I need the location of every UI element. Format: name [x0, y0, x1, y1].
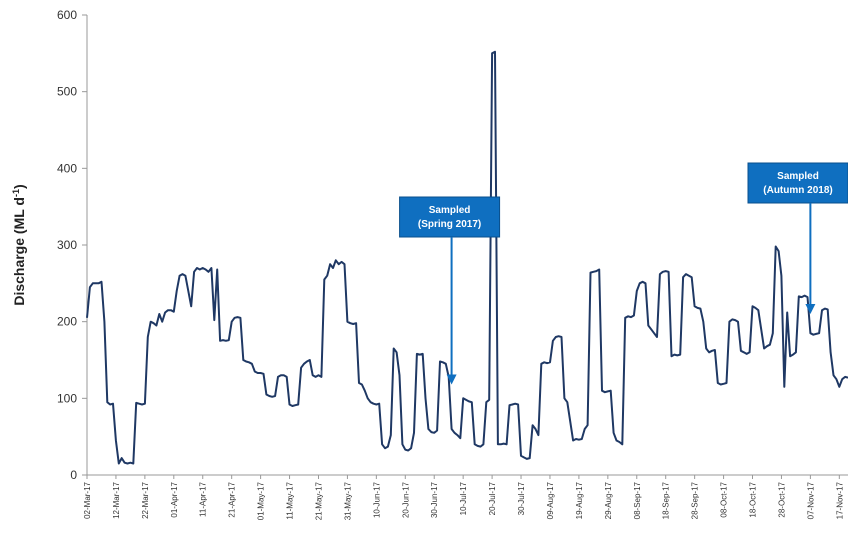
x-tick-label: 22-Mar-17: [141, 481, 150, 518]
y-tick-label: 500: [57, 85, 77, 99]
x-tick-label: 08-Oct-17: [720, 481, 729, 517]
y-tick-label: 0: [70, 468, 77, 482]
x-tick-label: 21-Apr-17: [228, 481, 237, 517]
x-tick-label: 29-Aug-17: [604, 481, 613, 519]
x-tick-label: 07-Nov-17: [806, 481, 815, 519]
x-tick-label: 01-Apr-17: [170, 481, 179, 517]
annotation-label-line2: (Spring 2017): [418, 219, 481, 230]
annotation-label-line1: Sampled: [429, 205, 471, 216]
x-tick-label: 28-Sep-17: [691, 481, 700, 519]
annotation-label-line2: (Autumn 2018): [763, 185, 832, 196]
discharge-series-line: [86, 50, 848, 465]
y-tick-label: 600: [57, 8, 77, 22]
x-tick-label: 18-Sep-17: [662, 481, 671, 519]
y-tick-label: 100: [57, 391, 77, 405]
annotation-box: [399, 196, 501, 238]
x-tick-label: 09-Aug-17: [546, 481, 555, 519]
x-tick-label: 19-Aug-17: [575, 481, 584, 519]
x-tick-label: 12-Mar-17: [112, 481, 121, 518]
x-tick-label: 18-Oct-17: [749, 481, 758, 517]
x-tick-label: 11-May-17: [286, 481, 295, 519]
y-axis-label-end: ): [11, 184, 27, 189]
annotation-arrow-head: [805, 304, 816, 314]
x-tick-label: 11-Apr-17: [199, 481, 208, 517]
x-tick-label: 28-Oct-17: [777, 481, 786, 517]
x-axis: 02-Mar-17 12-Mar-17 22-Mar-17 01-Apr-17 11-A…: [83, 474, 848, 520]
y-tick-label: 400: [57, 161, 77, 175]
x-tick-label: 17-Nov-17: [835, 481, 844, 519]
y-tick-label: 200: [57, 315, 77, 329]
sampled-annotation: Sampled (Autumn 2018): [747, 162, 848, 314]
sampled-annotation: Sampled (Spring 2017): [399, 196, 501, 385]
series-layer: [86, 50, 848, 465]
y-axis-label-sup: -1: [11, 189, 21, 197]
annotation-layer: Sampled (Spring 2017) Sampled (Autumn 2018): [399, 162, 848, 385]
annotation-box: [747, 162, 848, 204]
y-axis: 0 100 200 300 400 500 600: [57, 8, 88, 482]
x-tick-label: 30-Jul-17: [517, 481, 526, 515]
y-axis-label: Discharge (ML d-1): [11, 184, 27, 305]
x-tick-label: 20-Jul-17: [488, 481, 497, 515]
annotation-arrow-head: [446, 374, 457, 385]
x-tick-label: 10-Jul-17: [459, 481, 468, 515]
y-axis-label-main: Discharge (ML d: [11, 197, 27, 306]
x-tick-label: 10-Jun-17: [372, 481, 381, 518]
x-tick-label: 08-Sep-17: [633, 481, 642, 519]
x-tick-label: 21-May-17: [314, 481, 323, 520]
x-tick-label: 01-May-17: [257, 481, 266, 520]
x-tick-label: 20-Jun-17: [401, 481, 410, 518]
x-tick-label: 30-Jun-17: [430, 481, 439, 518]
x-tick-label: 02-Mar-17: [83, 481, 92, 518]
y-tick-label: 300: [57, 238, 77, 252]
annotation-label-line1: Sampled: [777, 171, 819, 182]
x-tick-label: 31-May-17: [343, 481, 352, 520]
